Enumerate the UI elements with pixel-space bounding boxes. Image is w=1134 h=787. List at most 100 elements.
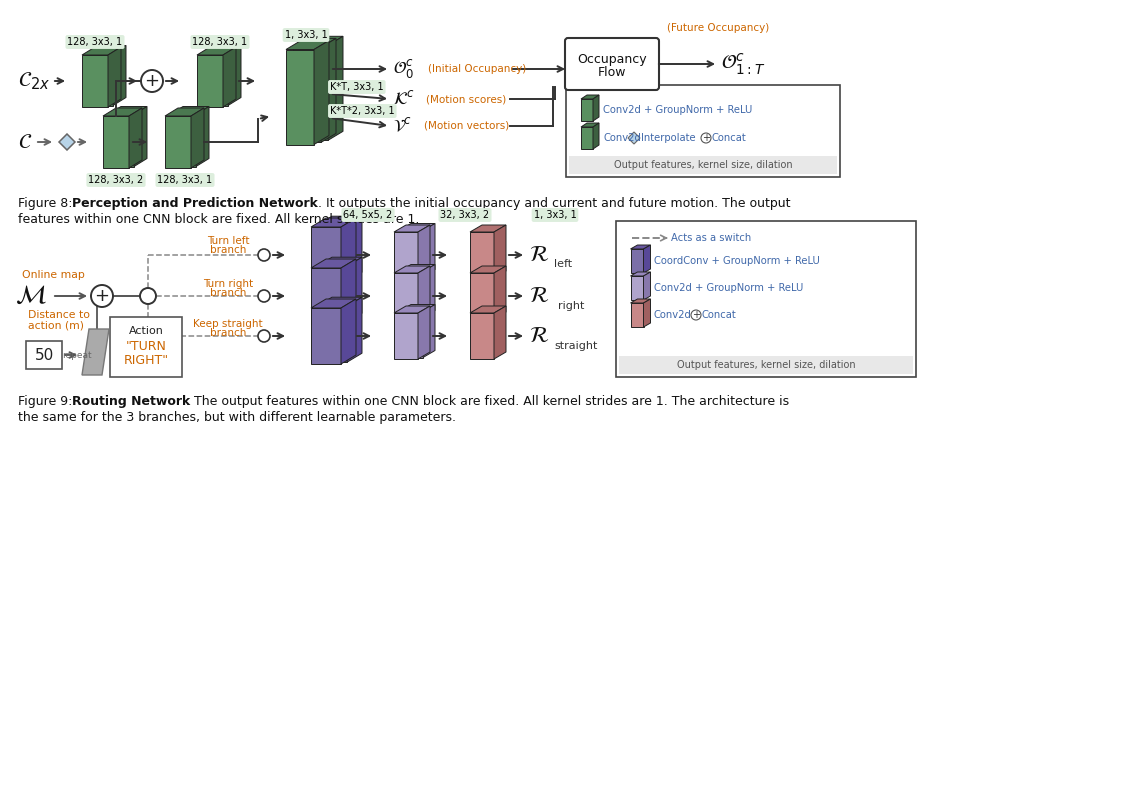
- Polygon shape: [197, 47, 236, 55]
- Text: Interpolate: Interpolate: [641, 133, 695, 143]
- Text: Turn right: Turn right: [203, 279, 253, 289]
- Polygon shape: [311, 227, 341, 283]
- Text: CoordConv + GroupNorm + ReLU: CoordConv + GroupNorm + ReLU: [654, 256, 820, 266]
- Polygon shape: [301, 46, 328, 140]
- Polygon shape: [202, 54, 228, 105]
- Text: 50: 50: [34, 348, 53, 363]
- Polygon shape: [301, 36, 342, 46]
- Text: Conv2d: Conv2d: [654, 310, 692, 320]
- Text: K*T, 3x3, 1: K*T, 3x3, 1: [330, 82, 383, 92]
- Circle shape: [139, 288, 156, 304]
- Polygon shape: [341, 299, 356, 364]
- Polygon shape: [311, 218, 356, 227]
- Text: Action: Action: [128, 326, 163, 336]
- Polygon shape: [134, 106, 147, 167]
- Text: +: +: [692, 310, 700, 320]
- Text: Concat: Concat: [712, 133, 747, 143]
- Polygon shape: [82, 55, 108, 107]
- Polygon shape: [423, 305, 435, 357]
- Text: $\mathcal{C}_{2x}$: $\mathcal{C}_{2x}$: [18, 70, 50, 92]
- Text: Distance to: Distance to: [28, 310, 90, 320]
- Polygon shape: [393, 225, 430, 232]
- Text: 128, 3x3, 1: 128, 3x3, 1: [67, 37, 122, 47]
- Text: Conv2d + GroupNorm + ReLU: Conv2d + GroupNorm + ReLU: [603, 105, 752, 115]
- Circle shape: [259, 290, 270, 302]
- Polygon shape: [318, 257, 362, 266]
- Polygon shape: [87, 54, 113, 105]
- Text: +: +: [702, 133, 710, 143]
- Polygon shape: [318, 266, 347, 322]
- Polygon shape: [223, 47, 236, 107]
- FancyBboxPatch shape: [619, 356, 913, 374]
- Text: Figure 9:: Figure 9:: [18, 395, 76, 408]
- Polygon shape: [593, 123, 599, 149]
- Polygon shape: [286, 50, 314, 145]
- Text: action (m): action (m): [28, 321, 84, 331]
- Polygon shape: [191, 108, 204, 168]
- Text: straight: straight: [555, 341, 598, 351]
- Text: 1, 3x3, 1: 1, 3x3, 1: [285, 30, 328, 40]
- Polygon shape: [108, 47, 121, 107]
- Text: 1, 3x3, 1: 1, 3x3, 1: [534, 210, 576, 220]
- Text: 128, 3x3, 1: 128, 3x3, 1: [158, 175, 212, 185]
- Text: $\mathcal{R}$: $\mathcal{R}$: [528, 286, 549, 306]
- Text: RIGHT": RIGHT": [124, 353, 169, 367]
- Polygon shape: [228, 46, 242, 105]
- Text: +: +: [94, 287, 110, 305]
- Polygon shape: [494, 266, 506, 319]
- Text: Acts as a switch: Acts as a switch: [671, 233, 751, 243]
- Text: Perception and Prediction Network: Perception and Prediction Network: [71, 197, 318, 210]
- Polygon shape: [347, 297, 362, 362]
- Polygon shape: [399, 312, 423, 357]
- Polygon shape: [423, 264, 435, 317]
- Polygon shape: [581, 127, 593, 149]
- Polygon shape: [103, 108, 142, 116]
- Text: branch: branch: [210, 328, 246, 338]
- Polygon shape: [631, 272, 651, 276]
- Text: the same for the 3 branches, but with different learnable parameters.: the same for the 3 branches, but with di…: [18, 411, 456, 424]
- Polygon shape: [341, 259, 356, 324]
- Polygon shape: [347, 257, 362, 322]
- Polygon shape: [494, 225, 506, 278]
- Polygon shape: [311, 259, 356, 268]
- Polygon shape: [581, 99, 593, 121]
- Text: 128, 3x3, 1: 128, 3x3, 1: [193, 37, 247, 47]
- Polygon shape: [318, 306, 347, 362]
- Polygon shape: [423, 224, 435, 276]
- Polygon shape: [631, 245, 651, 249]
- Text: Figure 8:: Figure 8:: [18, 197, 76, 210]
- Text: $\mathcal{M}$: $\mathcal{M}$: [15, 283, 46, 309]
- Text: 64, 5x5, 2: 64, 5x5, 2: [344, 210, 392, 220]
- Polygon shape: [393, 306, 430, 313]
- Circle shape: [259, 330, 270, 342]
- Text: $\mathcal{V}^c$: $\mathcal{V}^c$: [393, 116, 412, 135]
- Polygon shape: [628, 132, 640, 144]
- Polygon shape: [82, 329, 109, 375]
- Text: $\mathcal{O}_{1:T}^c$: $\mathcal{O}_{1:T}^c$: [721, 51, 765, 77]
- Polygon shape: [318, 225, 347, 281]
- Polygon shape: [328, 36, 342, 140]
- Text: Output features, kernel size, dilation: Output features, kernel size, dilation: [613, 160, 793, 170]
- Polygon shape: [286, 40, 329, 50]
- Text: Online map: Online map: [22, 270, 85, 280]
- Polygon shape: [399, 224, 435, 231]
- Text: Conv2d + GroupNorm + ReLU: Conv2d + GroupNorm + ReLU: [654, 283, 803, 293]
- Polygon shape: [631, 249, 643, 273]
- Text: "TURN: "TURN: [126, 341, 167, 353]
- Polygon shape: [631, 303, 643, 327]
- Text: Occupancy: Occupancy: [577, 54, 646, 66]
- Text: left: left: [555, 259, 573, 269]
- Text: branch: branch: [210, 288, 246, 298]
- Polygon shape: [418, 306, 430, 359]
- Text: Flow: Flow: [598, 65, 626, 79]
- Polygon shape: [469, 225, 506, 232]
- Polygon shape: [631, 299, 651, 303]
- Polygon shape: [321, 39, 336, 142]
- Polygon shape: [170, 106, 209, 114]
- Polygon shape: [469, 306, 506, 313]
- Polygon shape: [643, 299, 651, 327]
- Polygon shape: [393, 313, 418, 359]
- Text: 128, 3x3, 2: 128, 3x3, 2: [88, 175, 144, 185]
- FancyBboxPatch shape: [565, 38, 659, 90]
- Polygon shape: [314, 40, 329, 145]
